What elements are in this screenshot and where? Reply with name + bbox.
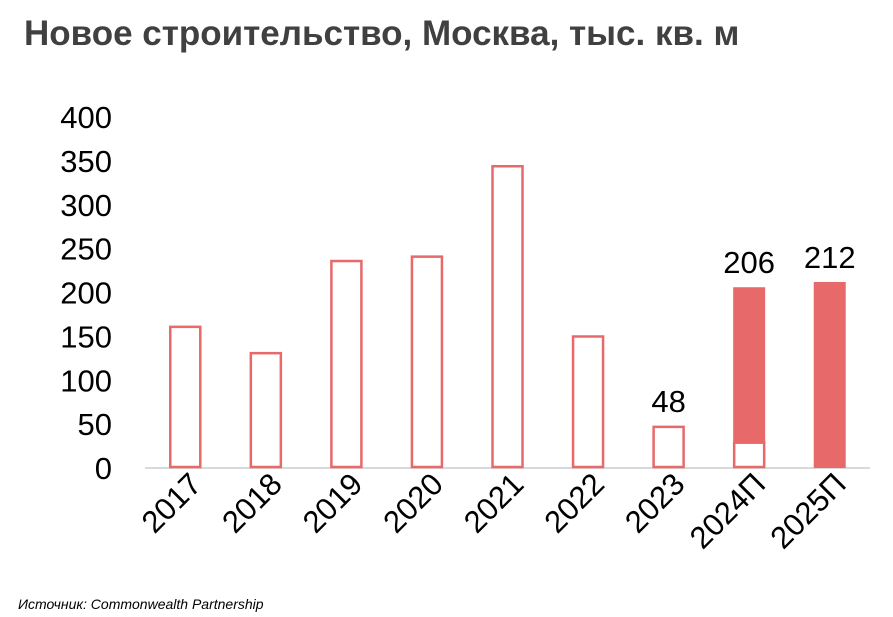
x-tick-label: 2018 — [215, 466, 289, 540]
y-tick-label: 50 — [78, 407, 112, 442]
x-tick-label: 2020 — [376, 466, 450, 540]
x-tick-label: 2025П — [763, 466, 852, 555]
bar — [169, 325, 202, 469]
y-tick-label: 0 — [95, 451, 112, 486]
bar — [732, 441, 766, 469]
y-tick-label: 100 — [60, 363, 112, 398]
source-note: Источник: Commonwealth Partnership — [18, 596, 264, 612]
data-label: 206 — [723, 245, 775, 280]
y-tick-label: 150 — [60, 319, 112, 354]
y-tick-label: 350 — [60, 144, 112, 179]
chart-title: Новое строительство, Москва, тыс. кв. м — [24, 14, 740, 53]
bar — [571, 335, 605, 469]
x-tick-label: 2024П — [683, 466, 772, 555]
bar-fill — [813, 281, 846, 468]
x-tick-label: 2021 — [457, 466, 531, 540]
y-tick-label: 300 — [60, 188, 112, 223]
bar — [330, 259, 363, 469]
bar-fill — [733, 287, 766, 442]
y-tick-label: 200 — [60, 276, 112, 311]
x-tick-label: 2022 — [537, 466, 611, 540]
x-tick-label: 2023 — [618, 466, 692, 540]
data-label: 212 — [804, 240, 856, 275]
y-tick-label: 400 — [60, 100, 112, 135]
bar — [652, 425, 685, 469]
bar — [491, 165, 524, 469]
bar — [410, 255, 444, 469]
data-label: 48 — [651, 384, 685, 419]
x-tick-label: 2019 — [296, 466, 370, 540]
y-tick-label: 250 — [60, 232, 112, 267]
x-tick-label: 2017 — [135, 466, 209, 540]
bar — [249, 351, 283, 469]
